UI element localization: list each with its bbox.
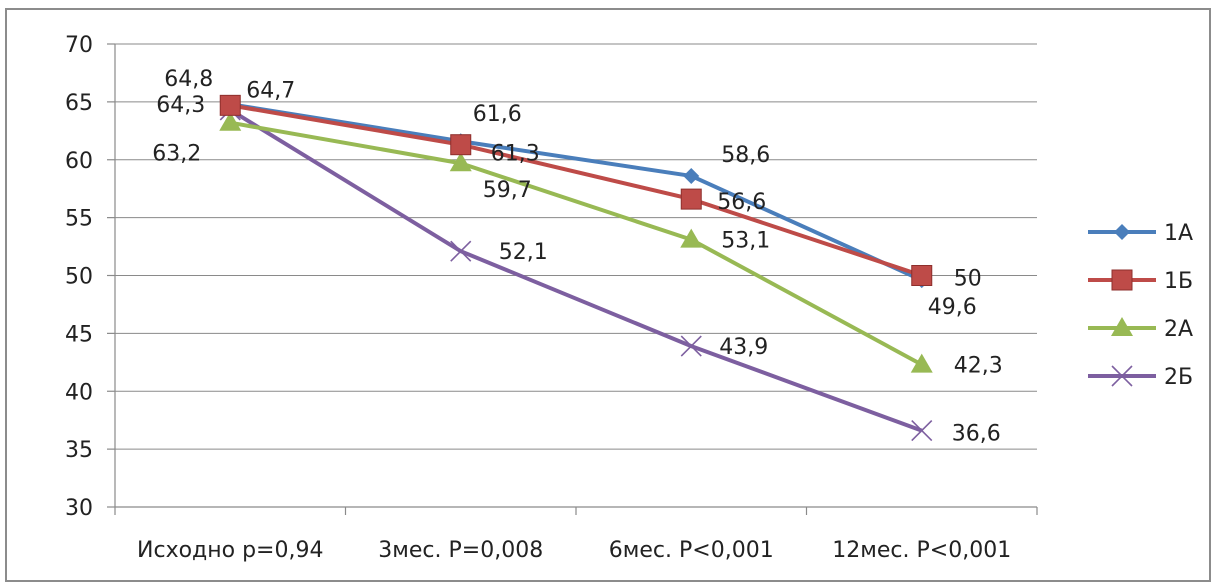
data-point bbox=[680, 228, 703, 248]
data-point bbox=[680, 188, 702, 210]
data-label: 64,3 bbox=[156, 93, 205, 118]
y-axis-ticks: 30 35 40 45 50 55 60 65 70 bbox=[65, 33, 115, 521]
data-point bbox=[680, 335, 702, 357]
legend-item-1Б: 1Б bbox=[1088, 269, 1193, 294]
legend: 1А 1Б 2А 2Б bbox=[1088, 221, 1193, 390]
legend-label: 2Б bbox=[1164, 365, 1193, 390]
data-label: 61,3 bbox=[491, 142, 540, 167]
data-label: 49,6 bbox=[928, 295, 977, 320]
data-point bbox=[683, 167, 700, 184]
data-label: 58,6 bbox=[721, 143, 770, 168]
data-label: 43,9 bbox=[719, 335, 768, 360]
y-tick-label: 35 bbox=[65, 438, 93, 463]
series-line bbox=[229, 102, 923, 282]
legend-marker bbox=[1114, 224, 1130, 240]
legend-label: 2А bbox=[1164, 317, 1193, 342]
y-tick-label: 40 bbox=[65, 380, 93, 405]
legend-label: 1Б bbox=[1164, 269, 1193, 294]
y-tick-label: 60 bbox=[65, 149, 93, 174]
x-tick-label: 12мес. P<0,001 bbox=[832, 538, 1011, 563]
legend-item-1А: 1А bbox=[1088, 221, 1193, 246]
legend-marker bbox=[1111, 269, 1133, 291]
series-line bbox=[229, 103, 923, 278]
series-line bbox=[229, 108, 923, 433]
data-label: 36,6 bbox=[952, 422, 1001, 447]
data-point bbox=[911, 265, 933, 286]
y-tick-label: 65 bbox=[65, 91, 93, 116]
data-labels: 64,8 61,6 58,6 49,6 64,7 61,3 56,6 50 63,2 59,7 53… bbox=[152, 67, 1002, 446]
chart-frame bbox=[5, 8, 1211, 582]
y-tick-label: 50 bbox=[65, 265, 93, 290]
data-label: 50 bbox=[954, 267, 982, 292]
data-label: 52,1 bbox=[499, 240, 548, 265]
data-label: 64,8 bbox=[164, 67, 213, 92]
data-label: 59,7 bbox=[483, 178, 532, 203]
x-tick-label: Исходно p=0,94 bbox=[137, 538, 323, 563]
data-point bbox=[450, 134, 472, 156]
x-tick-label: 6мес. P<0,001 bbox=[609, 538, 774, 563]
gridlines bbox=[115, 43, 1037, 450]
data-point bbox=[219, 94, 241, 116]
x-axis-ticks: Исходно p=0,94 3мес. P=0,008 6мес. P<0,001… bbox=[114, 507, 1038, 563]
series-lines bbox=[219, 94, 933, 442]
data-label: 61,6 bbox=[473, 102, 522, 127]
data-point bbox=[450, 240, 472, 262]
legend-label: 1А bbox=[1164, 221, 1193, 246]
series-1Б bbox=[219, 94, 933, 286]
data-point bbox=[911, 420, 933, 442]
y-tick-label: 55 bbox=[65, 207, 93, 232]
legend-marker bbox=[1111, 317, 1133, 336]
data-label: 63,2 bbox=[152, 142, 201, 167]
y-tick-label: 30 bbox=[65, 496, 93, 521]
data-point bbox=[449, 152, 472, 172]
data-label: 42,3 bbox=[954, 354, 1003, 379]
data-label: 53,1 bbox=[721, 229, 770, 254]
legend-marker bbox=[1111, 365, 1133, 387]
data-label: 64,7 bbox=[246, 78, 295, 103]
legend-item-2Б: 2Б bbox=[1088, 365, 1193, 390]
y-tick-label: 70 bbox=[65, 33, 93, 58]
series-1А bbox=[222, 96, 930, 289]
series-2А bbox=[219, 111, 933, 373]
data-point bbox=[219, 111, 242, 131]
series-line bbox=[229, 120, 923, 367]
y-tick-label: 45 bbox=[65, 322, 93, 347]
data-point bbox=[910, 353, 933, 373]
data-label: 56,6 bbox=[717, 190, 766, 215]
series-2Б bbox=[219, 99, 933, 442]
x-tick-label: 3мес. P=0,008 bbox=[378, 538, 543, 563]
legend-item-2А: 2А bbox=[1088, 317, 1193, 342]
